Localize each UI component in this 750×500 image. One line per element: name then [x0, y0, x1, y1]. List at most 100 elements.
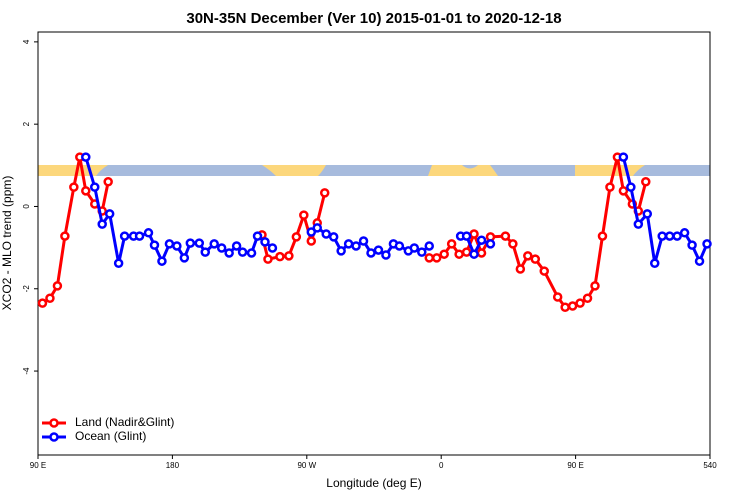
point	[60, 231, 70, 241]
point	[200, 247, 211, 257]
point	[515, 264, 526, 274]
point	[461, 231, 472, 241]
point	[52, 281, 63, 291]
land-band	[262, 165, 326, 176]
point	[252, 231, 263, 241]
point	[618, 152, 629, 162]
point	[454, 249, 464, 259]
point	[485, 239, 496, 249]
point	[641, 177, 651, 187]
point	[299, 210, 309, 220]
y-tick-label: 2	[22, 121, 31, 126]
ocean-band	[38, 165, 710, 176]
y-tick-label: -4	[22, 367, 31, 375]
point	[552, 292, 563, 302]
point	[321, 229, 331, 239]
point	[263, 254, 273, 264]
point	[664, 231, 675, 241]
point	[424, 241, 435, 251]
x-tick-label: 90 W	[297, 461, 316, 470]
point	[597, 231, 608, 241]
point	[45, 293, 55, 303]
point	[424, 253, 435, 263]
point	[164, 239, 175, 249]
x-tick-label: 90 E	[567, 461, 583, 470]
point	[469, 249, 479, 259]
point	[358, 236, 369, 246]
point	[575, 298, 585, 308]
point	[642, 209, 653, 219]
point	[618, 186, 629, 196]
y-tick-label: 4	[22, 39, 31, 44]
point	[633, 219, 644, 229]
point	[687, 240, 697, 250]
point	[508, 239, 518, 249]
chart-title: 30N-35N December (Ver 10) 2015-01-01 to …	[186, 10, 561, 27]
point	[194, 238, 205, 248]
point	[134, 231, 145, 241]
point	[119, 231, 130, 241]
point	[291, 232, 302, 242]
point	[104, 209, 115, 219]
point	[446, 239, 457, 249]
point	[439, 249, 449, 259]
point	[417, 247, 427, 257]
y-axis-label: XCO2 - MLO trend (ppm)	[0, 176, 14, 311]
point	[657, 231, 667, 241]
point	[351, 241, 361, 251]
point	[373, 245, 384, 255]
plot-frame	[37, 31, 711, 456]
x-tick-label: 180	[166, 461, 180, 470]
y-tick-label: -2	[22, 285, 31, 293]
point	[143, 228, 154, 238]
legend-label: Ocean (Glint)	[75, 429, 146, 443]
point	[231, 241, 242, 251]
point	[500, 231, 511, 241]
point	[461, 247, 472, 257]
point	[409, 243, 420, 253]
y-tick-label: 0	[22, 204, 31, 209]
point	[431, 253, 442, 263]
point	[306, 236, 317, 246]
point	[679, 228, 690, 238]
point	[605, 182, 615, 192]
point	[702, 239, 712, 249]
point	[343, 239, 354, 249]
point	[260, 237, 270, 247]
point	[149, 240, 160, 250]
point	[336, 246, 346, 256]
point	[476, 248, 487, 258]
point	[381, 250, 391, 260]
point	[113, 258, 124, 269]
point	[237, 247, 248, 257]
point	[366, 248, 376, 258]
point	[81, 152, 91, 162]
point	[626, 182, 636, 192]
point	[312, 223, 323, 233]
point	[567, 301, 578, 311]
point	[216, 243, 227, 253]
point	[476, 235, 487, 245]
point	[672, 231, 682, 241]
point	[209, 239, 219, 249]
point	[306, 227, 317, 237]
point	[590, 281, 600, 291]
x-tick-label: 540	[703, 461, 717, 470]
point	[179, 253, 190, 263]
point	[649, 258, 660, 269]
point	[694, 256, 705, 266]
legend-marker	[49, 418, 59, 428]
x-tick-label: 90 E	[30, 461, 46, 470]
point	[319, 188, 330, 198]
x-axis-label: Longitude (deg E)	[326, 476, 421, 490]
point	[157, 256, 167, 266]
point	[69, 182, 79, 192]
point	[224, 248, 234, 258]
point	[469, 229, 479, 239]
point	[246, 248, 257, 258]
point	[267, 243, 278, 253]
point	[97, 219, 107, 229]
point	[539, 266, 549, 276]
point	[103, 177, 113, 187]
